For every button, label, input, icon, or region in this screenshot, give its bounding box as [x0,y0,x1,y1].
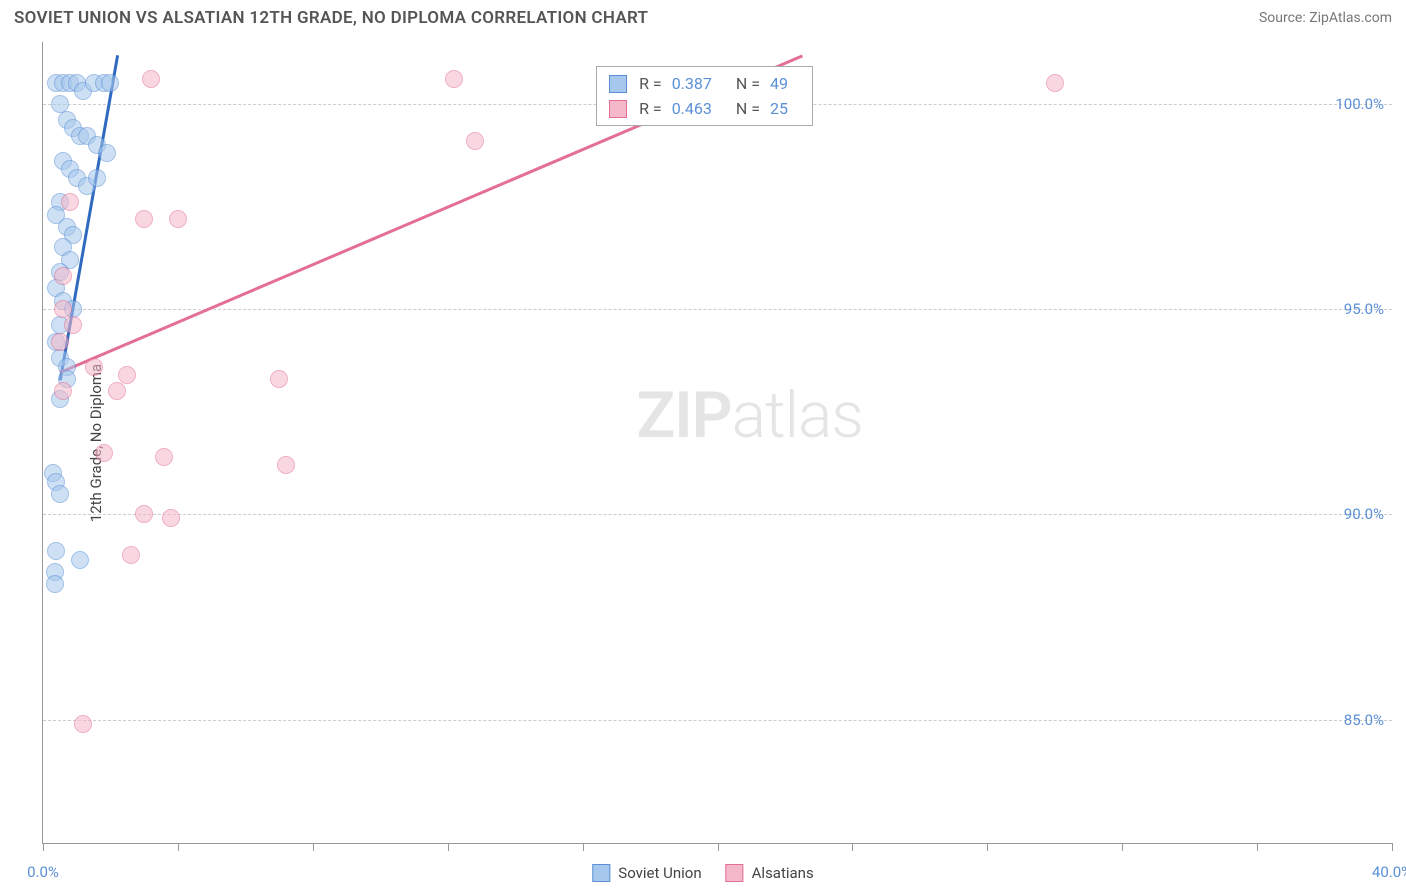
scatter-point [47,542,65,560]
stats-box: R = 0.387 N = 49 R = 0.463 N = 25 [596,66,813,126]
legend: Soviet Union Alsatians [592,864,813,882]
r-label: R = [639,74,662,93]
y-tick-label: 100.0% [1335,95,1384,113]
gridline [43,514,1392,515]
x-tick [178,843,179,851]
legend-swatch [726,864,744,882]
scatter-point [1046,74,1064,92]
x-tick [43,843,44,851]
chart-source: Source: ZipAtlas.com [1259,10,1392,26]
y-tick-label: 85.0% [1344,711,1384,729]
scatter-point [122,546,140,564]
scatter-point [85,358,103,376]
scatter-point [51,95,69,113]
chart-header: SOVIET UNION VS ALSATIAN 12TH GRADE, NO … [0,0,1406,34]
legend-swatch [592,864,610,882]
x-tick [583,843,584,851]
r-value: 0.463 [672,99,712,118]
legend-item: Soviet Union [592,864,701,882]
legend-label: Alsatians [752,864,814,882]
x-tick-label: 40.0% [1372,863,1406,881]
x-tick [1392,843,1393,851]
scatter-point [108,382,126,400]
n-label: N = [736,74,760,93]
scatter-point [61,193,79,211]
scatter-point [46,575,64,593]
scatter-point [54,267,72,285]
scatter-point [98,144,116,162]
scatter-point [466,132,484,150]
r-value: 0.387 [672,74,712,93]
x-tick-label: 0.0% [27,863,59,881]
scatter-point [135,505,153,523]
scatter-point [71,551,89,569]
scatter-point [155,448,173,466]
x-tick [313,843,314,851]
series-swatch [609,75,627,93]
x-tick [448,843,449,851]
scatter-point [135,210,153,228]
n-value: 25 [770,99,788,118]
y-tick-label: 95.0% [1344,300,1384,318]
scatter-point [118,366,136,384]
y-axis-label: 12th Grade, No Diploma [87,363,105,521]
stats-row: R = 0.387 N = 49 [597,71,812,96]
scatter-point [54,382,72,400]
x-tick [987,843,988,851]
scatter-point [445,70,463,88]
scatter-point [54,300,72,318]
r-label: R = [639,99,662,118]
x-tick [1257,843,1258,851]
gridline [43,309,1392,310]
scatter-point [142,70,160,88]
scatter-point [88,169,106,187]
legend-item: Alsatians [726,864,814,882]
legend-label: Soviet Union [618,864,701,882]
chart-title: SOVIET UNION VS ALSATIAN 12TH GRADE, NO … [14,8,648,28]
x-tick [1122,843,1123,851]
n-value: 49 [770,74,788,93]
watermark: ZIPatlas [637,378,863,453]
scatter-point [64,316,82,334]
scatter-point [101,74,119,92]
series-swatch [609,100,627,118]
scatter-point [74,715,92,733]
scatter-point [51,333,69,351]
scatter-point [277,456,295,474]
correlation-scatter-chart: 12th Grade, No Diploma ZIPatlas 85.0% 90.… [42,42,1392,844]
gridline [43,720,1392,721]
n-label: N = [736,99,760,118]
x-tick [852,843,853,851]
stats-row: R = 0.463 N = 25 [597,96,812,121]
scatter-point [51,485,69,503]
scatter-point [169,210,187,228]
scatter-point [270,370,288,388]
y-tick-label: 90.0% [1344,505,1384,523]
scatter-point [162,509,180,527]
scatter-point [95,444,113,462]
x-tick [718,843,719,851]
